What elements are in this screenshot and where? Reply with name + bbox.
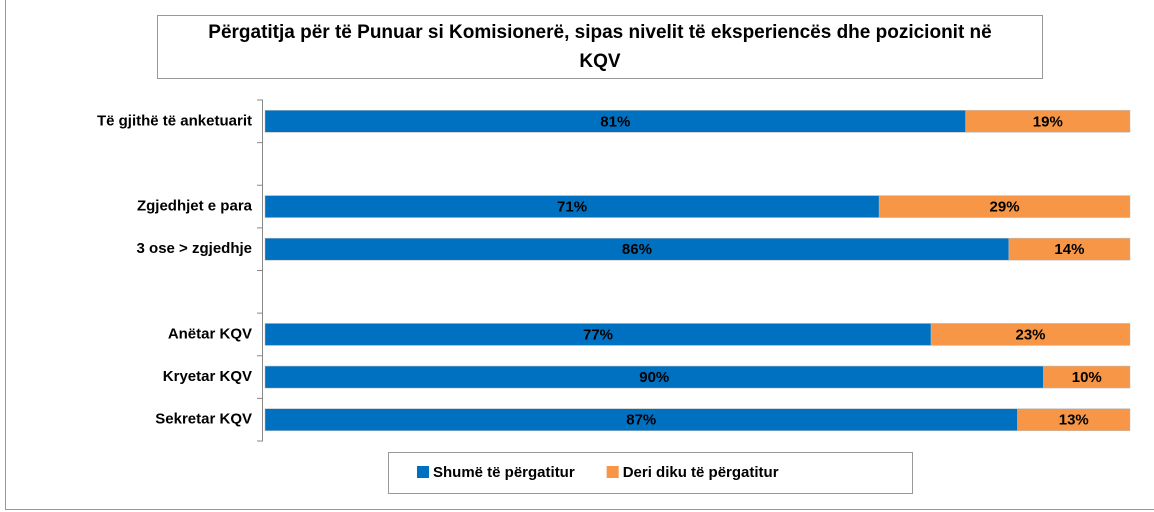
data-label: 71%: [557, 199, 587, 216]
bar-segment: [1008, 237, 1131, 261]
bar-segment: [965, 110, 1131, 133]
bar-segment: [1043, 365, 1131, 389]
bar-segment: [930, 323, 1131, 346]
chart-title: Përgatitja për të Punuar si Komisionerë,…: [157, 15, 1043, 79]
data-label: 29%: [990, 199, 1020, 216]
y-tick-label: Të gjithë të anketuarit: [97, 112, 252, 129]
legend-box: [388, 452, 913, 494]
legend-label: Deri diku të përgatitur: [623, 464, 779, 481]
data-label: 86%: [622, 241, 652, 258]
y-tick-label: Zgjedhjet e para: [137, 198, 253, 215]
data-label: 10%: [1072, 369, 1102, 386]
y-tick-label: Sekretar KQV: [155, 411, 252, 428]
data-label: 13%: [1059, 412, 1089, 429]
data-label: 90%: [639, 369, 669, 386]
y-tick-label: 3 ose > zgjedhje: [137, 240, 252, 257]
legend-label: Shumë të përgatitur: [433, 464, 575, 481]
bar-segment: [878, 195, 1131, 218]
legend-swatch: [417, 466, 429, 478]
data-label: 23%: [1016, 326, 1046, 343]
bar-segment: [1017, 408, 1131, 431]
y-tick-label: Kryetar KQV: [163, 368, 252, 385]
data-label: 14%: [1054, 241, 1084, 258]
y-tick-label: Anëtar KQV: [168, 325, 252, 342]
data-label: 77%: [583, 326, 613, 343]
data-label: 87%: [626, 412, 656, 429]
data-label: 81%: [600, 113, 630, 130]
legend-swatch: [606, 466, 619, 478]
data-label: 19%: [1033, 113, 1063, 130]
